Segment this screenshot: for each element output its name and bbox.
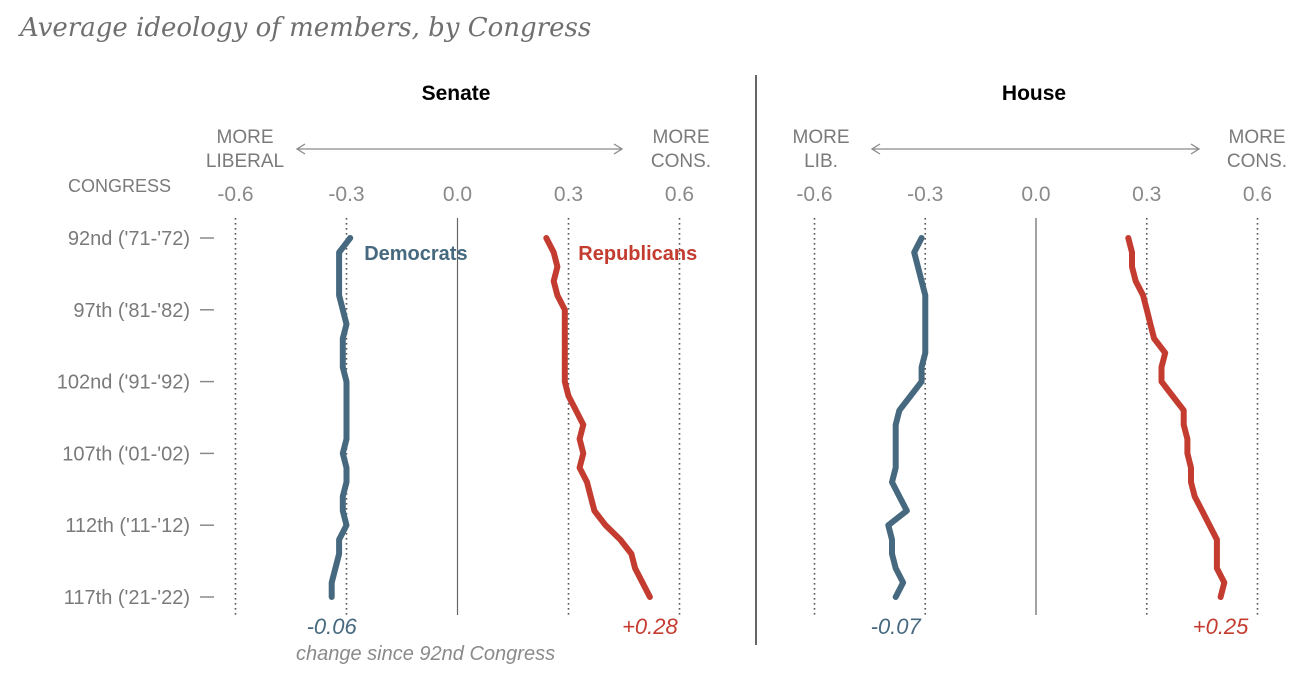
house-tick-0-6: 0.6 xyxy=(1243,183,1272,206)
senate-right-label-1: CONS. xyxy=(651,151,711,172)
chart-title: Average ideology of members, by Congress xyxy=(18,13,591,43)
house-left-label-1: LIB. xyxy=(804,151,838,172)
senate-republicans-change: +0.28 xyxy=(622,614,678,639)
change-note: change since 92nd Congress xyxy=(296,643,555,665)
house-arrow-left-head xyxy=(870,143,881,155)
house-tick-0-6: -0.6 xyxy=(796,183,832,206)
senate-right-label-0: MORE xyxy=(653,127,710,148)
house-tick-0-3: 0.3 xyxy=(1132,183,1161,206)
senate-panel: Senate MORE LIBERAL MORE CONS. -0.6 -0.3 0.0 0.3… xyxy=(206,82,711,639)
senate-democrats-change: -0.06 xyxy=(307,614,358,639)
house-title: House xyxy=(1002,82,1066,105)
house-arrow-right-head xyxy=(1190,143,1201,155)
senate-tick-0-3: 0.3 xyxy=(554,183,583,206)
house-democrats-line xyxy=(885,235,929,600)
house-republicans-change: +0.25 xyxy=(1193,614,1249,639)
senate-tick-0-6: 0.6 xyxy=(665,183,694,206)
house-democrats-change: -0.07 xyxy=(871,614,922,639)
congress-label-117: 117th ('21-'22) xyxy=(64,587,190,609)
house-republicans-line xyxy=(1125,235,1228,600)
senate-title: Senate xyxy=(422,82,491,105)
senate-republicans-line xyxy=(543,235,653,600)
senate-tick-0-3: -0.3 xyxy=(328,183,364,206)
congress-label-92: 92nd ('71-'72) xyxy=(68,228,190,250)
congress-label-107: 107th ('01-'02) xyxy=(62,443,190,465)
congress-row-labels: 92nd ('71-'72) 97th ('81-'82) 102nd ('91-'… xyxy=(57,228,214,609)
senate-left-label-1: LIBERAL xyxy=(206,151,284,172)
senate-tick-0-6: -0.6 xyxy=(217,183,253,206)
congress-label-97: 97th ('81-'82) xyxy=(73,300,190,322)
house-right-label-1: CONS. xyxy=(1227,151,1287,172)
house-left-label-0: MORE xyxy=(793,127,850,148)
senate-left-label-0: MORE xyxy=(217,127,274,148)
senate-tick-0-0: 0.0 xyxy=(443,183,472,206)
congress-label-112: 112th ('11-'12) xyxy=(65,515,190,537)
congress-axis-label: CONGRESS xyxy=(68,176,171,196)
house-right-label-0: MORE xyxy=(1229,127,1286,148)
senate-republicans-label: Republicans xyxy=(578,243,697,265)
congress-label-102: 102nd ('91-'92) xyxy=(57,372,190,394)
senate-democrats-label: Democrats xyxy=(364,243,467,265)
house-tick-0-0: 0.0 xyxy=(1021,183,1050,206)
house-tick-0-3: -0.3 xyxy=(907,183,943,206)
senate-arrow-right-head xyxy=(613,143,624,155)
senate-arrow-left-head xyxy=(295,143,306,155)
house-panel: House MORE LIB. MORE CONS. -0.6 -0.3 0.0 0.3 0.6 -… xyxy=(793,82,1288,639)
senate-democrats-line xyxy=(328,235,354,600)
